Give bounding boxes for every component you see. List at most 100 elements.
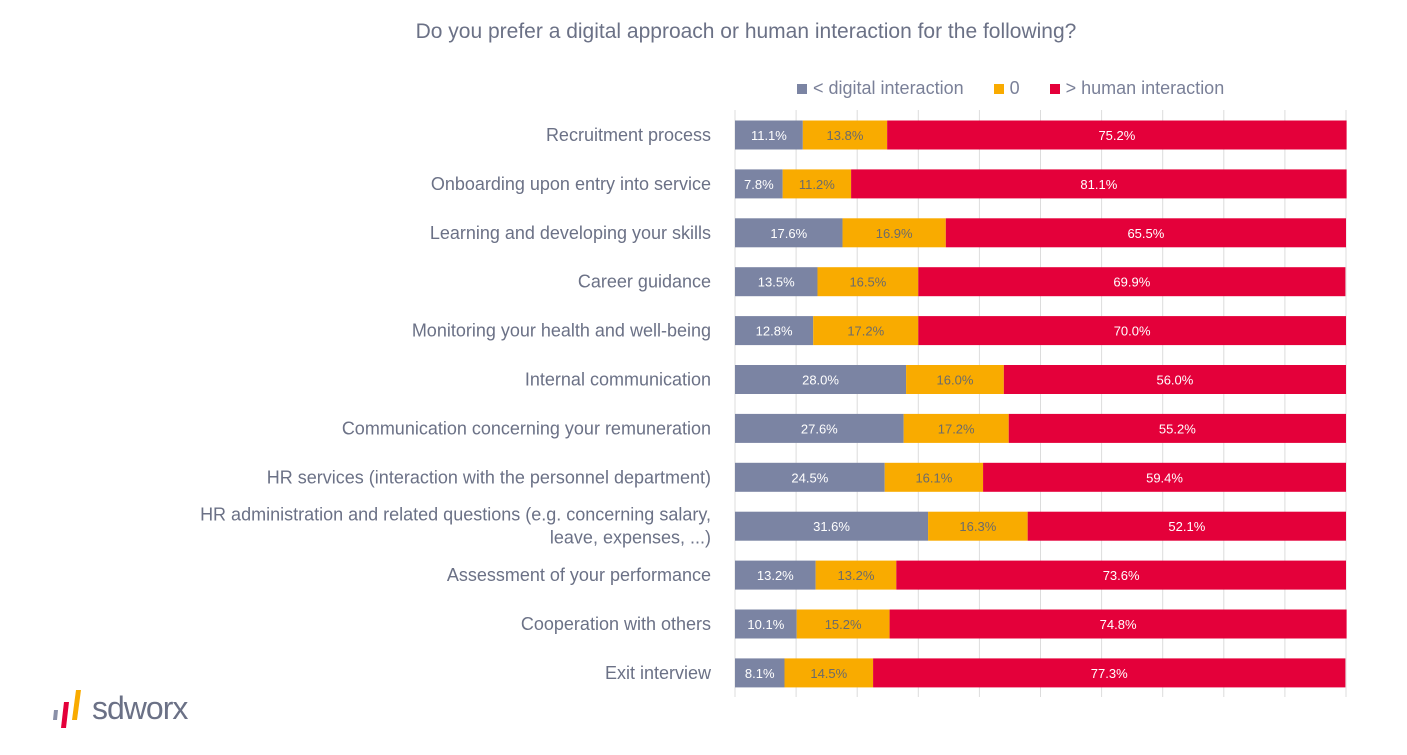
- logo-mark-icon: [53, 690, 81, 728]
- category-label: Onboarding upon entry into service: [431, 174, 711, 194]
- data-label: 74.8%: [1100, 617, 1137, 632]
- data-label: 52.1%: [1168, 519, 1205, 534]
- bar-segment: [815, 560, 897, 590]
- data-label: 56.0%: [1156, 373, 1193, 388]
- legend-swatch: [993, 83, 1004, 94]
- data-label: 13.8%: [827, 128, 864, 143]
- legend-item: 0: [993, 78, 1020, 99]
- bar-segment: [735, 413, 904, 443]
- category-label: Assessment of your performance: [447, 565, 711, 585]
- bar-segment: [918, 316, 1346, 346]
- chart-title: Do you prefer a digital approach or huma…: [415, 20, 1077, 43]
- data-label: 24.5%: [791, 470, 828, 485]
- bar-segment: [735, 560, 816, 590]
- bar-segment: [782, 169, 852, 199]
- bar-segment: [735, 218, 843, 248]
- bar-segment: [887, 120, 1347, 150]
- legend-swatch: [1049, 83, 1060, 94]
- bar-segment: [735, 316, 814, 346]
- category-label: Cooperation with others: [521, 614, 711, 634]
- bar-segment: [735, 511, 929, 541]
- legend-item: < digital interaction: [797, 78, 964, 99]
- category-label: Exit interview: [605, 663, 712, 683]
- sdworx-logo: sdworx: [52, 688, 188, 728]
- data-label: 15.2%: [825, 617, 862, 632]
- category-label: Internal communication: [525, 370, 711, 390]
- bar-segment: [1008, 413, 1346, 443]
- data-label: 75.2%: [1098, 128, 1135, 143]
- category-label: leave, expenses, ...): [550, 528, 711, 548]
- bar-segment: [983, 462, 1346, 492]
- category-label: Learning and developing your skills: [430, 223, 711, 243]
- data-label: 13.5%: [758, 275, 795, 290]
- category-label: Career guidance: [578, 272, 711, 292]
- data-label: 17.2%: [938, 421, 975, 436]
- data-label: 11.2%: [799, 177, 835, 192]
- bar-segment: [735, 120, 803, 150]
- data-label: 16.3%: [959, 519, 996, 534]
- data-label: 55.2%: [1159, 421, 1196, 436]
- data-label: 11.1%: [751, 128, 787, 143]
- category-label: HR administration and related questions …: [200, 505, 711, 525]
- bar-segment: [928, 511, 1028, 541]
- data-label: 8.1%: [745, 666, 775, 681]
- data-label: 16.5%: [849, 275, 886, 290]
- data-label: 12.8%: [756, 324, 793, 339]
- bar-segment: [918, 267, 1346, 297]
- bar-segment: [817, 267, 919, 297]
- bar-segment: [784, 658, 874, 688]
- legend-label: < digital interaction: [813, 78, 964, 98]
- bar-segment: [796, 609, 890, 639]
- data-label: 27.6%: [801, 421, 838, 436]
- data-label: 16.0%: [937, 373, 974, 388]
- bar-segment: [842, 218, 946, 248]
- data-label: 17.2%: [847, 324, 884, 339]
- bar-segment: [813, 316, 919, 346]
- data-label: 70.0%: [1114, 324, 1151, 339]
- bar-segment: [851, 169, 1347, 199]
- bar-segment: [884, 462, 984, 492]
- bar-segment: [889, 609, 1347, 639]
- data-label: 77.3%: [1091, 666, 1128, 681]
- bar-segment: [735, 169, 783, 199]
- bar-segment: [735, 658, 785, 688]
- bar-segment: [1003, 365, 1346, 394]
- legend: < digital interaction 0 > human interactio…: [797, 78, 1224, 99]
- category-label: Communication concerning your remunerati…: [342, 418, 711, 438]
- bar-segment: [896, 560, 1346, 590]
- bar-segment: [802, 120, 888, 150]
- data-label: 17.6%: [770, 226, 807, 241]
- data-label: 16.9%: [876, 226, 913, 241]
- category-label: HR services (interaction with the person…: [267, 467, 711, 487]
- legend-swatch: [797, 83, 807, 94]
- data-label: 7.8%: [744, 177, 774, 192]
- category-label: Recruitment process: [546, 125, 711, 145]
- bar-segment: [873, 658, 1346, 688]
- bar-segment: [906, 365, 1004, 394]
- data-label: 69.9%: [1113, 275, 1150, 290]
- data-label: 31.6%: [813, 519, 850, 534]
- legend-item: > human interaction: [1049, 78, 1225, 99]
- data-label: 13.2%: [838, 568, 875, 583]
- data-label: 14.5%: [810, 666, 847, 681]
- data-label: 59.4%: [1146, 470, 1183, 485]
- data-label: 81.1%: [1080, 177, 1117, 192]
- logo-text: sdworx: [92, 689, 188, 726]
- data-label: 73.6%: [1103, 568, 1140, 583]
- category-label: Monitoring your health and well-being: [412, 321, 711, 341]
- data-label: 28.0%: [802, 373, 839, 388]
- bar-segment: [735, 365, 907, 394]
- bar-segment: [735, 462, 885, 492]
- data-label: 13.2%: [757, 568, 794, 583]
- bar-segment: [735, 267, 818, 297]
- legend-label: > human interaction: [1065, 78, 1225, 98]
- bar-segment: [903, 413, 1009, 443]
- legend-label: 0: [1009, 78, 1020, 98]
- bar-segment: [735, 609, 797, 639]
- data-label: 10.1%: [747, 617, 784, 632]
- data-label: 16.1%: [915, 470, 952, 485]
- bar-segment: [1027, 511, 1346, 541]
- data-label: 65.5%: [1127, 226, 1164, 241]
- bar-segment: [945, 218, 1346, 248]
